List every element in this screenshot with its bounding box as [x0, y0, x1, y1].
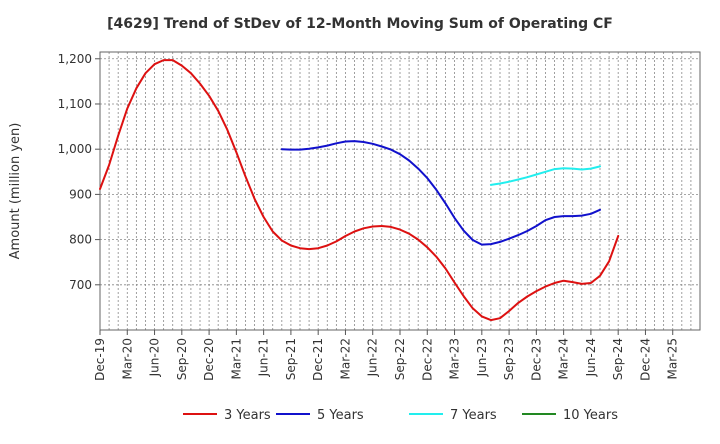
series-line-3-years	[99, 59, 620, 322]
legend: 3 Years 5 Years 7 Years 10 Years	[183, 408, 618, 423]
x-tick-label: Sep-21	[284, 338, 298, 380]
y-tick-label: 800	[69, 233, 92, 247]
x-tick-label: Mar-25	[666, 338, 680, 379]
y-tick-label: 1,000	[58, 142, 92, 156]
grid-layer	[100, 52, 700, 330]
x-tick-label: Mar-20	[120, 338, 134, 379]
x-tick-label: Mar-21	[229, 338, 243, 379]
legend-label: 7 Years	[450, 408, 497, 423]
legend-label: 3 Years	[224, 408, 271, 423]
x-tick-label: Jun-20	[148, 338, 162, 377]
x-tick-label: Sep-23	[502, 338, 516, 380]
y-tick-label: 700	[69, 278, 92, 292]
x-tick-label: Dec-22	[420, 338, 434, 381]
legend-label: 5 Years	[317, 408, 364, 423]
y-axis-label: Amount (million yen)	[8, 123, 23, 260]
x-tick-label: Jun-21	[257, 338, 271, 377]
y-tick-label: 900	[69, 187, 92, 201]
legend-label: 10 Years	[563, 408, 618, 423]
x-tick-label: Sep-24	[611, 338, 625, 380]
x-tick-label: Mar-22	[338, 338, 352, 379]
x-tick-label: Sep-20	[175, 338, 189, 380]
series-layer	[99, 59, 620, 322]
x-tick-label: Mar-24	[557, 338, 571, 379]
x-tick-label: Jun-24	[584, 338, 598, 377]
x-tick-label: Dec-19	[93, 338, 107, 381]
x-tick-label: Dec-23	[529, 338, 543, 381]
x-tick-label: Sep-22	[393, 338, 407, 380]
x-tick-label: Jun-23	[475, 338, 489, 377]
x-tick-label: Dec-21	[311, 338, 325, 381]
y-tick-label: 1,200	[58, 52, 92, 66]
x-tick-label: Dec-20	[202, 338, 216, 381]
axis-layer: 700 800 900 1,000 1,100 1,200 Dec-19 Mar-20 Jun-…	[58, 51, 701, 381]
x-tick-label: Jun-22	[366, 338, 380, 377]
series-line-7-years	[489, 165, 601, 186]
chart-title: [4629] Trend of StDev of 12-Month Moving…	[107, 16, 613, 32]
y-tick-label: 1,100	[58, 97, 92, 111]
x-tick-label: Mar-23	[448, 338, 462, 379]
series-line-5-years	[280, 140, 601, 246]
x-tick-label: Dec-24	[638, 338, 652, 381]
